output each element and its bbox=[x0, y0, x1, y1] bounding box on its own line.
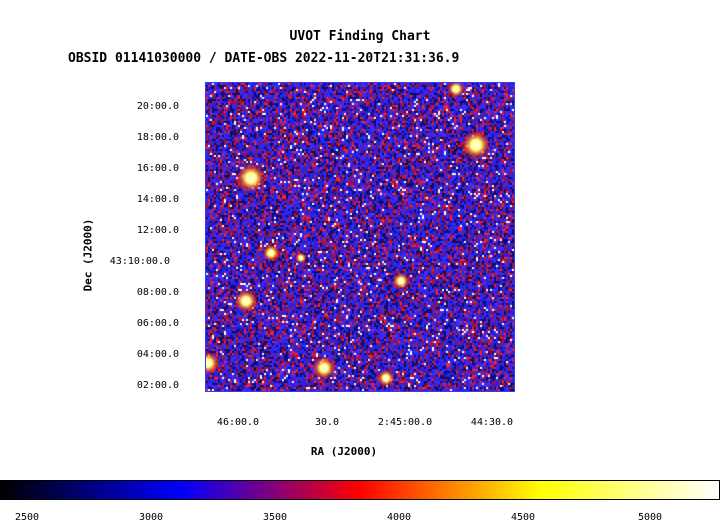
dec-tick-label: 08:00.0 bbox=[136, 287, 179, 298]
colorbar-tick-label: 2500 bbox=[14, 512, 40, 523]
colorbar-tick-label: 5000 bbox=[637, 512, 663, 523]
colorbar-tick-label: 3000 bbox=[138, 512, 164, 523]
sky-image bbox=[206, 83, 514, 391]
sky-image-frame bbox=[205, 82, 515, 392]
dec-tick-label: 06:00.0 bbox=[136, 318, 179, 329]
colorbar bbox=[0, 480, 720, 500]
x-axis-label: RA (J2000) bbox=[310, 445, 378, 458]
chart-title: UVOT Finding Chart bbox=[289, 29, 431, 44]
colorbar-tick-label: 4500 bbox=[510, 512, 536, 523]
dec-tick-label: 02:00.0 bbox=[136, 380, 179, 391]
ra-tick-label: 44:30.0 bbox=[470, 417, 514, 428]
ra-tick-label: 46:00.0 bbox=[216, 417, 260, 428]
dec-tick-label: 20:00.0 bbox=[136, 101, 179, 112]
dec-tick-label: 43:10:00.0 bbox=[109, 256, 170, 267]
ra-tick-label: 30.0 bbox=[314, 417, 340, 428]
dec-tick-label: 14:00.0 bbox=[136, 194, 179, 205]
colorbar-tick-label: 4000 bbox=[386, 512, 412, 523]
chart-subtitle: OBSID 01141030000 / DATE-OBS 2022-11-20T… bbox=[68, 51, 460, 66]
ra-tick-label: 2:45:00.0 bbox=[377, 417, 433, 428]
dec-tick-label: 04:00.0 bbox=[136, 349, 179, 360]
colorbar-tick-label: 3500 bbox=[262, 512, 288, 523]
dec-tick-label: 16:00.0 bbox=[136, 163, 179, 174]
y-axis-label: Dec (J2000) bbox=[81, 218, 95, 292]
dec-tick-label: 12:00.0 bbox=[136, 225, 179, 236]
dec-tick-label: 18:00.0 bbox=[136, 132, 179, 143]
